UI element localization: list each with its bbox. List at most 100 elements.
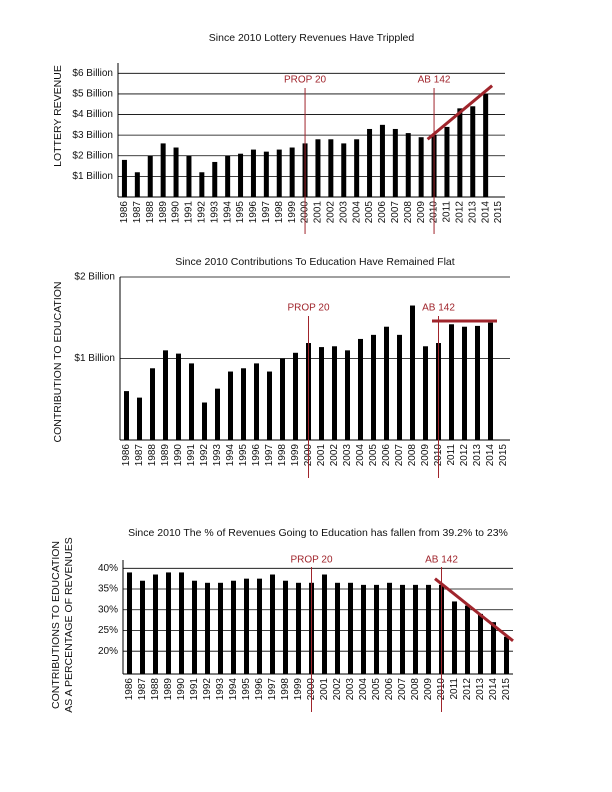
x-tick-label: 2001: [319, 678, 330, 701]
y-axis-title: CONTRIBUTIONS TO EDUCATION: [50, 541, 62, 709]
bar: [250, 149, 256, 197]
bar: [212, 161, 218, 197]
x-tick-label: 2004: [358, 678, 369, 701]
bar: [280, 358, 285, 440]
bar: [189, 363, 194, 440]
bar: [379, 124, 385, 197]
y-tick-label: $6 Billion: [72, 68, 113, 79]
chart-title: Since 2010 The % of Revenues Going to Ed…: [128, 527, 508, 539]
bar: [241, 368, 246, 440]
bar: [332, 346, 337, 440]
x-tick-label: 1989: [160, 444, 171, 467]
bar: [478, 613, 483, 674]
bar: [413, 584, 418, 674]
bar: [215, 388, 220, 440]
bar: [283, 580, 288, 674]
x-tick-label: 1998: [274, 201, 285, 224]
bar: [488, 322, 493, 440]
x-tick-label: 2013: [472, 444, 483, 467]
bar: [134, 172, 140, 197]
bar: [405, 133, 411, 197]
x-tick-label: 2003: [338, 201, 349, 224]
bar: [462, 326, 467, 440]
x-tick-label: 1987: [132, 201, 143, 224]
bar: [270, 574, 275, 674]
bar: [452, 601, 457, 674]
chart-title: Since 2010 Contributions To Education Ha…: [175, 256, 454, 268]
y-tick-label: $1 Billion: [72, 171, 113, 182]
x-tick-label: 2002: [329, 444, 340, 467]
bar: [160, 143, 166, 197]
x-tick-label: 2015: [498, 444, 509, 467]
bar: [166, 572, 171, 674]
x-tick-label: 2009: [420, 444, 431, 467]
bar: [296, 582, 301, 674]
bar: [384, 326, 389, 440]
x-tick-label: 1991: [186, 444, 197, 467]
bar: [322, 574, 327, 674]
x-tick-label: 1986: [124, 678, 135, 701]
x-tick-label: 2015: [501, 678, 512, 701]
x-tick-label: 1998: [277, 444, 288, 467]
bar: [186, 155, 192, 197]
bar: [470, 106, 476, 197]
bar: [137, 397, 142, 440]
x-tick-label: 2014: [488, 678, 499, 701]
x-tick-label: 2006: [377, 201, 388, 224]
x-tick-label: 1993: [209, 201, 220, 224]
x-tick-label: 2011: [442, 201, 453, 223]
x-tick-label: 1990: [176, 678, 187, 701]
bar: [367, 128, 373, 197]
annotation-label: PROP 20: [287, 303, 329, 314]
x-tick-label: 2002: [325, 201, 336, 224]
bar: [267, 371, 272, 440]
x-tick-label: 1994: [222, 201, 233, 224]
x-tick-label: 2006: [381, 444, 392, 467]
y-axis-title: CONTRIBUTION TO EDUCATION: [52, 281, 64, 442]
x-tick-label: 2008: [410, 678, 421, 701]
bar: [153, 574, 158, 674]
x-tick-label: 1989: [158, 201, 169, 224]
x-tick-label: 2001: [316, 444, 327, 467]
bar: [176, 353, 181, 440]
y-tick-label: 20%: [98, 646, 118, 657]
x-tick-label: 1997: [261, 201, 272, 224]
x-tick-label: 2015: [493, 201, 504, 224]
bar: [328, 139, 334, 197]
x-tick-label: 2012: [454, 201, 465, 224]
x-tick-label: 2008: [407, 444, 418, 467]
bar: [147, 155, 153, 197]
x-tick-label: 2012: [462, 678, 473, 701]
x-tick-label: 1998: [280, 678, 291, 701]
x-tick-label: 1993: [215, 678, 226, 701]
bar: [504, 636, 509, 674]
x-tick-label: 2008: [403, 201, 414, 224]
bar: [354, 139, 360, 197]
y-tick-label: $3 Billion: [72, 130, 113, 141]
y-tick-label: 40%: [98, 563, 118, 574]
x-tick-label: 1999: [290, 444, 301, 467]
bar: [410, 305, 415, 440]
bar: [276, 149, 282, 197]
bar: [491, 622, 496, 674]
x-tick-label: 1997: [264, 444, 275, 467]
x-tick-label: 1994: [225, 444, 236, 467]
x-tick-label: 2014: [485, 444, 496, 467]
x-tick-label: 1992: [199, 444, 210, 467]
x-tick-label: 1993: [212, 444, 223, 467]
x-tick-label: 2004: [351, 201, 362, 224]
bar: [457, 108, 463, 197]
x-tick-label: 2003: [345, 678, 356, 701]
bar: [150, 368, 155, 440]
bar: [228, 371, 233, 440]
x-tick-label: 2011: [446, 444, 457, 466]
x-tick-label: 1988: [147, 444, 158, 467]
y-tick-label: 25%: [98, 625, 118, 636]
bar: [218, 582, 223, 674]
bar: [263, 151, 269, 197]
bar: [335, 582, 340, 674]
bar: [231, 580, 236, 674]
x-tick-label: 2011: [449, 678, 460, 700]
x-tick-label: 2007: [394, 444, 405, 467]
x-tick-label: 2009: [423, 678, 434, 701]
